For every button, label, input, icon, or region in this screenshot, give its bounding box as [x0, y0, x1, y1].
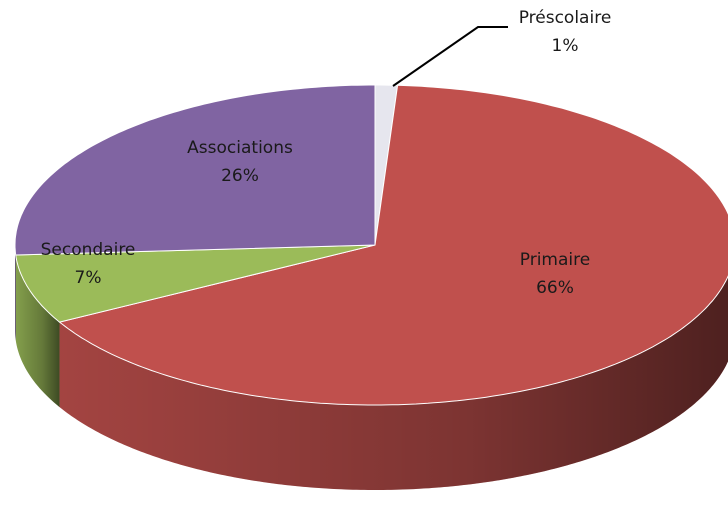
pie-tops — [14, 84, 728, 406]
slice-side-shade — [59, 276, 728, 490]
labels: Préscolaire 1% Primaire 66% Secondaire 7% Asso… — [41, 8, 612, 298]
slice-label: Primaire — [520, 250, 590, 270]
slice — [58, 84, 728, 406]
slice — [14, 84, 376, 256]
slice-label: Associations — [187, 138, 293, 158]
slice — [15, 244, 376, 323]
pie-sides — [15, 245, 728, 490]
slice-value-label: 66% — [536, 278, 574, 298]
slice-label: Secondaire — [41, 240, 136, 260]
slice-label: Préscolaire — [519, 8, 612, 28]
slice-value-label: 7% — [75, 268, 102, 288]
slice-side-shade — [15, 255, 60, 408]
leader-line — [392, 26, 508, 87]
slice-value-label: 1% — [552, 36, 579, 56]
slice-value-label: 26% — [221, 166, 259, 186]
slice-side-shade — [15, 245, 16, 341]
